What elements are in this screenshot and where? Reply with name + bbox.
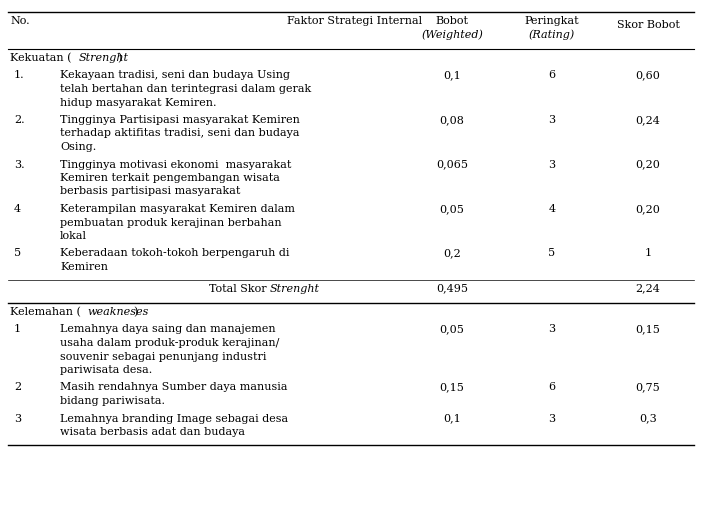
Text: 4: 4 xyxy=(14,204,21,214)
Text: Keterampilan masyarakat Kemiren dalam: Keterampilan masyarakat Kemiren dalam xyxy=(60,204,295,214)
Text: (Weighted): (Weighted) xyxy=(421,30,483,40)
Text: 0,75: 0,75 xyxy=(635,383,661,392)
Text: (Rating): (Rating) xyxy=(529,30,575,40)
Text: Tingginya Partisipasi masyarakat Kemiren: Tingginya Partisipasi masyarakat Kemiren xyxy=(60,115,300,125)
Text: weakneses: weakneses xyxy=(87,307,148,317)
Text: 0,2: 0,2 xyxy=(443,248,461,259)
Text: wisata berbasis adat dan budaya: wisata berbasis adat dan budaya xyxy=(60,427,245,437)
Text: 1: 1 xyxy=(644,248,651,259)
Text: 0,08: 0,08 xyxy=(439,115,465,125)
Text: 6: 6 xyxy=(548,383,555,392)
Text: Faktor Strategi Internal: Faktor Strategi Internal xyxy=(287,16,423,26)
Text: Keberadaan tokoh-tokoh berpengaruh di: Keberadaan tokoh-tokoh berpengaruh di xyxy=(60,248,289,259)
Text: 3: 3 xyxy=(548,325,555,334)
Text: pembuatan produk kerajinan berbahan: pembuatan produk kerajinan berbahan xyxy=(60,218,282,227)
Text: usaha dalam produk-produk kerajinan/: usaha dalam produk-produk kerajinan/ xyxy=(60,338,279,348)
Text: Skor Bobot: Skor Bobot xyxy=(616,20,680,30)
Text: 2.: 2. xyxy=(14,115,25,125)
Text: 3.: 3. xyxy=(14,160,25,169)
Text: 1: 1 xyxy=(14,325,21,334)
Text: 0,24: 0,24 xyxy=(635,115,661,125)
Text: Peringkat: Peringkat xyxy=(524,16,579,26)
Text: 4: 4 xyxy=(548,204,555,214)
Text: ): ) xyxy=(133,307,138,318)
Text: 0,495: 0,495 xyxy=(436,284,468,293)
Text: 0,20: 0,20 xyxy=(635,204,661,214)
Text: souvenir sebagai penunjang industri: souvenir sebagai penunjang industri xyxy=(60,351,267,362)
Text: Lemahnya daya saing dan manajemen: Lemahnya daya saing dan manajemen xyxy=(60,325,276,334)
Text: Masih rendahnya Sumber daya manusia: Masih rendahnya Sumber daya manusia xyxy=(60,383,288,392)
Text: 0,05: 0,05 xyxy=(439,325,465,334)
Text: 5: 5 xyxy=(14,248,21,259)
Text: 0,1: 0,1 xyxy=(443,70,461,81)
Text: Kemiren: Kemiren xyxy=(60,262,108,272)
Text: 3: 3 xyxy=(548,160,555,169)
Text: 2,24: 2,24 xyxy=(635,284,661,293)
Text: 1.: 1. xyxy=(14,70,25,81)
Text: Strenght: Strenght xyxy=(270,284,320,293)
Text: Kekuatan (: Kekuatan ( xyxy=(10,53,72,63)
Text: Kelemahan (: Kelemahan ( xyxy=(10,307,81,318)
Text: 2: 2 xyxy=(14,383,21,392)
Text: 0,60: 0,60 xyxy=(635,70,661,81)
Text: terhadap aktifitas tradisi, seni dan budaya: terhadap aktifitas tradisi, seni dan bud… xyxy=(60,128,300,139)
Text: 0,065: 0,065 xyxy=(436,160,468,169)
Text: 3: 3 xyxy=(548,115,555,125)
Text: 0,15: 0,15 xyxy=(439,383,465,392)
Text: 0,1: 0,1 xyxy=(443,413,461,424)
Text: 0,3: 0,3 xyxy=(639,413,657,424)
Text: 0,05: 0,05 xyxy=(439,204,465,214)
Text: 0,15: 0,15 xyxy=(635,325,661,334)
Text: Kekayaan tradisi, seni dan budaya Using: Kekayaan tradisi, seni dan budaya Using xyxy=(60,70,290,81)
Text: No.: No. xyxy=(10,16,29,26)
Text: Tingginya motivasi ekonomi  masyarakat: Tingginya motivasi ekonomi masyarakat xyxy=(60,160,291,169)
Text: Kemiren terkait pengembangan wisata: Kemiren terkait pengembangan wisata xyxy=(60,173,280,183)
Text: Total Skor: Total Skor xyxy=(209,284,270,293)
Text: telah bertahan dan terintegrasi dalam gerak: telah bertahan dan terintegrasi dalam ge… xyxy=(60,84,311,94)
Text: pariwisata desa.: pariwisata desa. xyxy=(60,365,152,375)
Text: Bobot: Bobot xyxy=(435,16,468,26)
Text: hidup masyarakat Kemiren.: hidup masyarakat Kemiren. xyxy=(60,97,216,108)
Text: bidang pariwisata.: bidang pariwisata. xyxy=(60,396,165,406)
Text: Osing.: Osing. xyxy=(60,142,96,152)
Text: 3: 3 xyxy=(14,413,21,424)
Text: 0,20: 0,20 xyxy=(635,160,661,169)
Text: berbasis partisipasi masyarakat: berbasis partisipasi masyarakat xyxy=(60,187,240,196)
Text: Lemahnya branding Image sebagai desa: Lemahnya branding Image sebagai desa xyxy=(60,413,288,424)
Text: lokal: lokal xyxy=(60,231,87,241)
Text: 6: 6 xyxy=(548,70,555,81)
Text: Strenght: Strenght xyxy=(79,53,129,63)
Text: 5: 5 xyxy=(548,248,555,259)
Text: 3: 3 xyxy=(548,413,555,424)
Text: ): ) xyxy=(117,53,121,63)
